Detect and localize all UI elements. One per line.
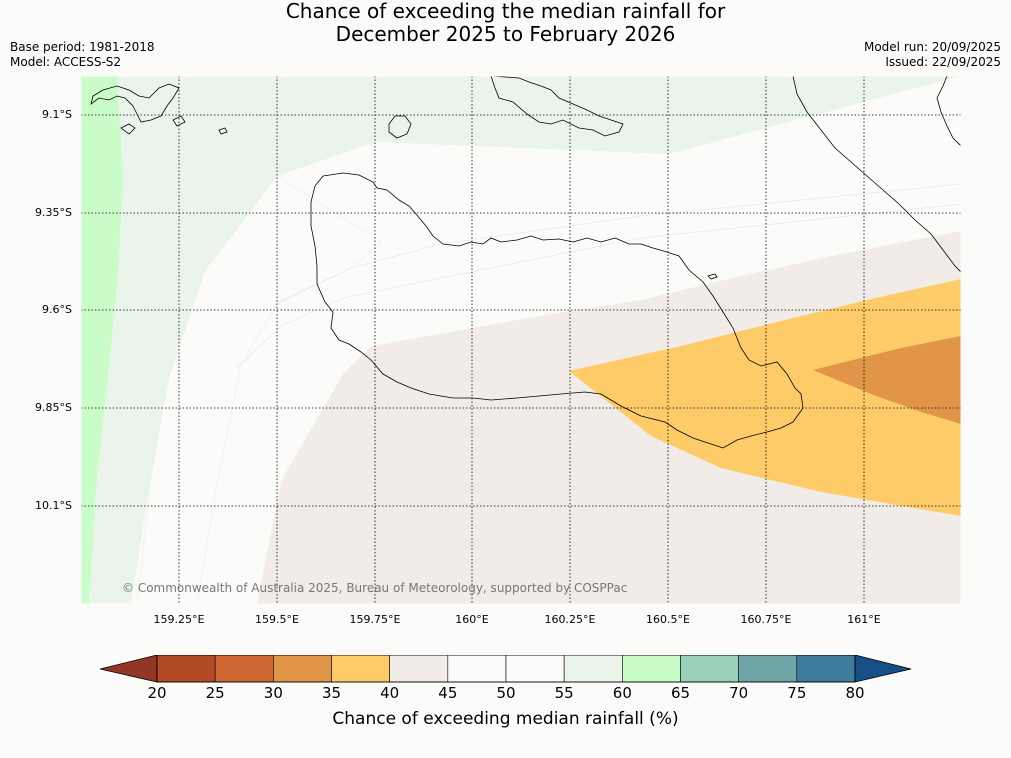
title-line-2: December 2025 to February 2026: [335, 22, 676, 46]
russell-islands: [90, 83, 180, 123]
lon-label-160-25: 160.25°E: [544, 613, 596, 626]
colorbar-segment: [389, 655, 449, 683]
lon-label-160-5: 160.5°E: [646, 613, 690, 626]
colorbar-segment: [563, 655, 623, 683]
colorbar-segment: [796, 655, 856, 683]
colorbar-tick-label: 80: [845, 684, 865, 702]
lat-label-10-1: 10.1°S: [35, 499, 72, 512]
colorbar: [100, 655, 912, 683]
small-island: [707, 273, 718, 280]
colorbar-segment: [505, 655, 565, 683]
zone-30-35: [813, 336, 961, 424]
colorbar-tick-label: 30: [263, 684, 283, 702]
title-line-1: Chance of exceeding the median rainfall …: [285, 0, 726, 23]
zone-60-65-west-strip: [81, 76, 123, 604]
contour-line: [236, 203, 961, 369]
malaita-coastline: [792, 76, 961, 273]
colorbar-outline: [156, 655, 856, 683]
colorbar-tick-label: 55: [554, 684, 574, 702]
colorbar-title: Chance of exceeding median rainfall (%): [332, 709, 679, 729]
colorbar-tick-label: 75: [787, 684, 807, 702]
colorbar-segments: [156, 655, 856, 683]
lon-label-159-25: 159.25°E: [153, 613, 205, 626]
nggela-islands: [490, 76, 624, 137]
lon-label-159-75: 159.75°E: [349, 613, 401, 626]
zone-50-55-west: [136, 175, 382, 604]
coastlines: [90, 76, 961, 449]
lon-label-161: 161°E: [847, 613, 881, 626]
model-name: Model: ACCESS-S2: [10, 55, 122, 69]
colorbar-segment: [447, 655, 507, 683]
colorbar-tick-label: 45: [438, 684, 458, 702]
colorbar-segment: [156, 655, 216, 683]
lat-label-9-1: 9.1°S: [42, 108, 72, 121]
forecast-map: [81, 76, 961, 604]
lon-label-160: 160°E: [455, 613, 489, 626]
russell-islet: [120, 123, 136, 135]
zone-35-40: [569, 279, 961, 516]
model-run: Model run: 20/09/2025: [863, 40, 1001, 54]
copyright-notice: © Commonwealth of Australia 2025, Bureau…: [122, 581, 628, 595]
contour-line: [276, 183, 961, 304]
issued-date: Issued: 22/09/2025: [885, 55, 1001, 69]
colorbar-segment: [680, 655, 739, 683]
meta-right: Model run: 20/09/2025 Issued: 22/09/2025: [864, 40, 1001, 70]
lat-label-9-6: 9.6°S: [42, 303, 72, 316]
colorbar-tick-label: 65: [670, 684, 691, 702]
lon-label-160-75: 160.75°E: [740, 613, 792, 626]
colorbar-tick-label: 60: [612, 684, 632, 702]
russell-islet-3: [218, 127, 228, 135]
colorbar-tick-label: 25: [205, 684, 225, 702]
lon-label-159-5: 159.5°E: [255, 613, 299, 626]
chart-title: Chance of exceeding the median rainfall …: [0, 0, 1011, 46]
lon-gridlines: [178, 76, 865, 604]
colorbar-segment: [273, 655, 332, 683]
guadalcanal-coastline: [310, 172, 804, 449]
colorbar-tick-label: 50: [496, 684, 516, 702]
colorbar-segment: [331, 655, 390, 683]
base-period: Base period: 1981-2018: [10, 40, 155, 54]
lat-label-9-35: 9.35°S: [35, 206, 72, 219]
colorbar-segment: [622, 655, 681, 683]
savo-island: [388, 115, 412, 139]
lat-label-9-85: 9.85°S: [35, 401, 72, 414]
colorbar-tick-label: 40: [380, 684, 400, 702]
colorbar-tick-label: 70: [729, 684, 749, 702]
colorbar-segment: [738, 655, 798, 683]
colorbar-tick-label: 35: [321, 684, 342, 702]
meta-left: Base period: 1981-2018 Model: ACCESS-S2: [10, 40, 155, 70]
russell-islet-2: [172, 115, 186, 127]
zone-55-60-northeast: [81, 76, 961, 604]
colorbar-under-arrow: [100, 655, 158, 683]
colorbar-over-arrow: [854, 655, 912, 683]
colorbar-segment: [214, 655, 274, 683]
colorbar-tick-label: 20: [147, 684, 167, 702]
